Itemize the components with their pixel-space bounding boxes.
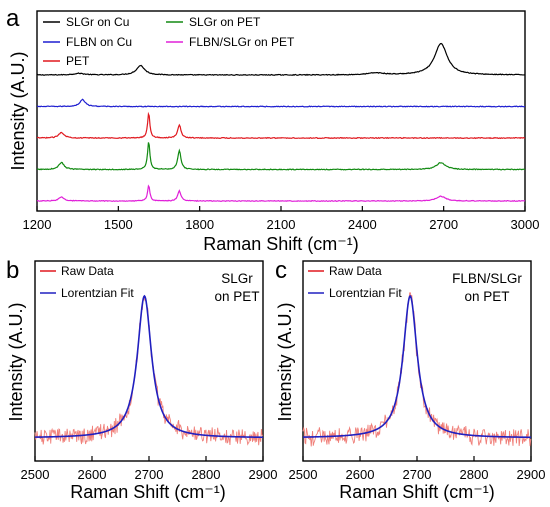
spectrum-slgr-on-cu — [36, 42, 526, 76]
legend-entry-slgr-on-cu: SLGr on Cu — [43, 15, 129, 29]
legend-label: Lorentzian Fit — [61, 286, 134, 300]
x-tick-label: 2100 — [267, 217, 296, 232]
panel-letter-c: c — [275, 257, 287, 284]
legend-label: SLGr on Cu — [66, 15, 129, 29]
panel-a-spectra — [36, 42, 526, 203]
panel-b-x-axis-title: Raman Shift (cm⁻¹) — [70, 482, 226, 502]
x-tick-label: 2600 — [346, 467, 375, 482]
spectrum-pet — [36, 111, 526, 140]
x-tick-label: 2900 — [249, 467, 278, 482]
legend-label: Raw Data — [329, 264, 382, 278]
legend-label: FLBN/SLGr on PET — [189, 35, 295, 49]
series-lorentzian-fit — [34, 294, 264, 439]
panel-c-x-axis-title: Raman Shift (cm⁻¹) — [339, 482, 495, 502]
legend-entry-flbn-slgr-on-pet: FLBN/SLGr on PET — [166, 35, 295, 49]
panel-c-x-ticks: 2500 2600 2700 2800 2900 — [289, 456, 546, 482]
panel-b-spectra — [34, 294, 264, 446]
legend-entry-slgr-on-pet: SLGr on PET — [166, 15, 261, 29]
x-tick-label: 2400 — [348, 217, 377, 232]
x-tick-label: 1800 — [185, 217, 214, 232]
series-raw-data — [302, 292, 532, 447]
panel-letter-a: a — [6, 5, 20, 32]
panel-b-x-ticks: 2500 2600 2700 2800 2900 — [21, 456, 278, 482]
panel-c-sample-label-line1: FLBN/SLGr — [452, 271, 522, 286]
legend-label: Raw Data — [61, 264, 114, 278]
legend-entry-raw-data: Raw Data — [40, 264, 114, 278]
x-tick-label: 3000 — [511, 217, 540, 232]
legend-label: PET — [66, 54, 90, 68]
x-tick-label: 1200 — [23, 217, 52, 232]
series-lorentzian-fit — [302, 294, 531, 439]
panel-c-legend: Raw Data Lorentzian Fit — [308, 264, 402, 300]
legend-label: SLGr on PET — [189, 15, 261, 29]
legend-label: Lorentzian Fit — [329, 286, 402, 300]
spectrum-slgr-on-pet — [36, 142, 526, 171]
panel-c-spectra — [302, 292, 532, 447]
x-tick-label: 2700 — [403, 467, 432, 482]
panel-letter-b: b — [6, 257, 19, 284]
panel-c: c 2500 2600 2700 2800 2900 Raw Data Lorentzi… — [275, 257, 545, 502]
x-tick-label: 2600 — [78, 467, 107, 482]
legend-label: FLBN on Cu — [66, 35, 132, 49]
legend-entry-lorentzian-fit: Lorentzian Fit — [308, 286, 402, 300]
panel-a: a 1200 1500 1800 2100 2400 2700 3000 SLGr on C… — [6, 5, 539, 254]
legend-entry-flbn-on-cu: FLBN on Cu — [43, 35, 132, 49]
panel-b-sample-label-line1: SLGr — [221, 271, 253, 286]
panel-a-x-ticks: 1200 1500 1800 2100 2400 2700 3000 — [23, 206, 540, 232]
legend-entry-lorentzian-fit: Lorentzian Fit — [40, 286, 134, 300]
panel-b-sample-label-line2: on PET — [214, 289, 259, 304]
panel-a-y-axis-title: Intensity (A.U.) — [8, 51, 28, 170]
legend-entry-raw-data: Raw Data — [308, 264, 382, 278]
panel-b-legend: Raw Data Lorentzian Fit — [40, 264, 134, 300]
panel-a-legend: SLGr on Cu FLBN on Cu PET SLGr on PET FL… — [43, 15, 295, 68]
panel-c-sample-label-line2: on PET — [464, 289, 509, 304]
panel-a-x-axis-title: Raman Shift (cm⁻¹) — [203, 234, 359, 254]
spectrum-flbn-on-cu — [36, 98, 526, 108]
panel-b-y-axis-title: Intensity (A.U.) — [6, 302, 26, 421]
spectrum-flbn-slgr-on-pet — [36, 184, 526, 203]
x-tick-label: 2500 — [289, 467, 318, 482]
x-tick-label: 2800 — [192, 467, 221, 482]
x-tick-label: 2700 — [135, 467, 164, 482]
x-tick-label: 2800 — [460, 467, 489, 482]
panel-c-y-axis-title: Intensity (A.U.) — [275, 302, 295, 421]
x-tick-label: 2700 — [429, 217, 458, 232]
x-tick-label: 2500 — [21, 467, 50, 482]
x-tick-label: 1500 — [104, 217, 133, 232]
legend-entry-pet: PET — [43, 54, 90, 68]
panel-b: b 2500 2600 2700 2800 2900 Raw Data Lorentzi… — [6, 257, 277, 502]
x-tick-label: 2900 — [517, 467, 546, 482]
